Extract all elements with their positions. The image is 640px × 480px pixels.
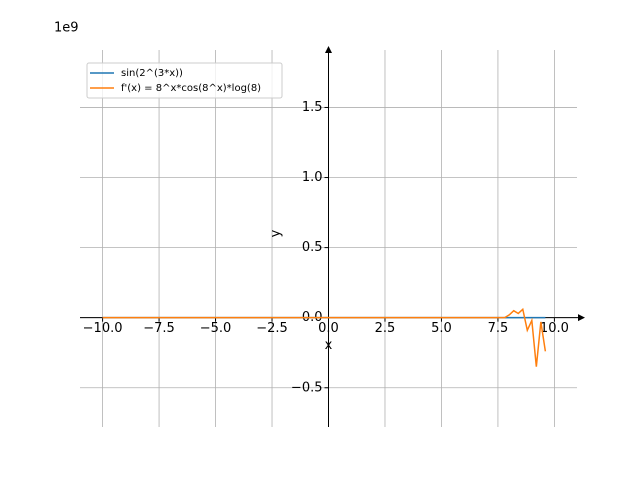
x-axis-label: x bbox=[325, 338, 333, 353]
x-tick-label: −2.5 bbox=[256, 321, 288, 336]
y-axis-arrow bbox=[325, 46, 332, 53]
series-line bbox=[102, 307, 547, 367]
legend-box bbox=[86, 62, 283, 99]
x-tick-label: 5.0 bbox=[431, 321, 452, 336]
y-tick-label: −0.5 bbox=[291, 380, 323, 395]
x-tick-label: −5.0 bbox=[200, 321, 232, 336]
legend-label: f'(x) = 8^x*cos(8^x)*log(8) bbox=[121, 83, 261, 94]
x-axis-arrow bbox=[578, 314, 585, 322]
y-tick-label: 1.0 bbox=[302, 170, 323, 185]
x-tick-label: 2.5 bbox=[375, 321, 396, 336]
x-tick-label: 7.5 bbox=[488, 321, 509, 336]
y-axis-label: y bbox=[269, 229, 284, 237]
x-tick-label: −7.5 bbox=[143, 321, 175, 336]
x-tick-label: −10.0 bbox=[83, 321, 123, 336]
x-tick-label: 10.0 bbox=[540, 321, 569, 336]
y-tick-label: 0.5 bbox=[302, 240, 323, 255]
y-tick-label: 1.5 bbox=[302, 100, 323, 115]
offset-label: 1e9 bbox=[54, 21, 79, 36]
legend-label: sin(2^(3*x)) bbox=[121, 68, 183, 79]
